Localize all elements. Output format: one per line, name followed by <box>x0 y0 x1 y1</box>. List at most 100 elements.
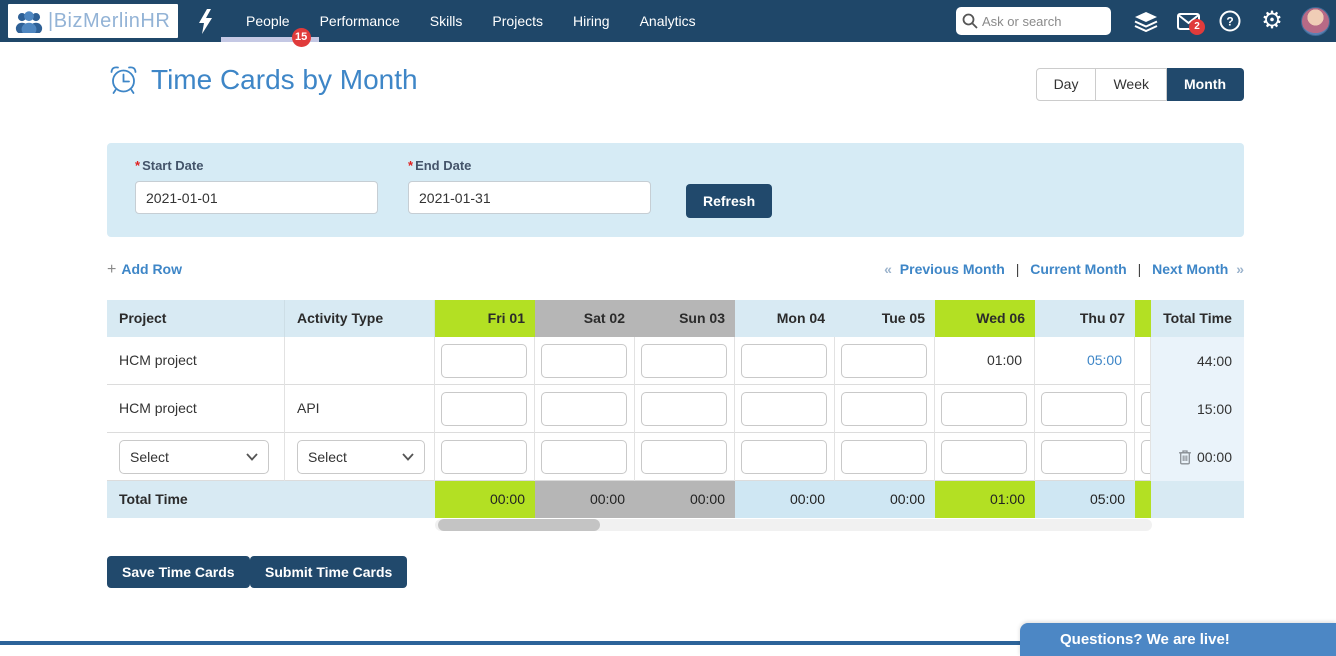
time-entry-input[interactable] <box>841 392 927 426</box>
mail-notification-badge: 2 <box>1189 19 1205 35</box>
time-entry-input[interactable] <box>441 440 527 474</box>
gear-icon[interactable]: ⚙ <box>1261 7 1283 34</box>
help-icon[interactable]: ? <box>1209 0 1251 42</box>
day-cell-sat02 <box>535 433 635 481</box>
column-header-tue05: Tue 05 <box>835 300 935 337</box>
time-entry-input[interactable] <box>641 440 727 474</box>
scrollbar-thumb[interactable] <box>438 519 600 531</box>
time-entry-input[interactable] <box>1141 440 1150 474</box>
day-cell-fri01 <box>435 385 535 433</box>
day-cell-tue05 <box>835 337 935 385</box>
time-entry-input[interactable] <box>541 392 627 426</box>
start-date-input[interactable] <box>135 181 378 214</box>
footer-divider <box>0 641 1336 645</box>
time-entry-input[interactable] <box>641 392 727 426</box>
column-header-thu07: Thu 07 <box>1035 300 1135 337</box>
search-input[interactable] <box>982 13 1100 29</box>
live-chat-banner[interactable]: Questions? We are live! <box>1020 623 1336 656</box>
column-header-mon04: Mon 04 <box>735 300 835 337</box>
column-header-wed06: Wed 06 <box>935 300 1035 337</box>
mail-icon[interactable]: 2 <box>1167 0 1209 42</box>
trash-icon[interactable] <box>1178 449 1192 465</box>
time-entry-input[interactable] <box>741 440 827 474</box>
time-entry-input[interactable] <box>941 440 1027 474</box>
chevron-down-icon <box>246 453 258 461</box>
day-cell-sun03 <box>635 385 735 433</box>
total-row-label: Total Time <box>107 481 435 518</box>
day-cell-mon04 <box>735 385 835 433</box>
submit-time-cards-button[interactable]: Submit Time Cards <box>250 556 408 588</box>
add-row-link[interactable]: + Add Row <box>107 261 182 278</box>
month-navigation: « Previous Month | Current Month | Next … <box>884 261 1244 277</box>
column-header-fri01: Fri 01 <box>435 300 535 337</box>
required-marker: * <box>135 158 141 173</box>
separator: | <box>1015 261 1020 277</box>
time-entry-input[interactable] <box>541 440 627 474</box>
nav-item-analytics[interactable]: Analytics <box>625 0 711 42</box>
time-entry-input[interactable] <box>1041 392 1127 426</box>
activity-type-cell: API <box>285 385 435 433</box>
day-cell-mon04 <box>735 433 835 481</box>
time-entry-input[interactable] <box>741 344 827 378</box>
search-box[interactable] <box>956 7 1111 35</box>
day-cell-tue05 <box>835 385 935 433</box>
total-thu07: 05:00 <box>1089 491 1125 507</box>
nav-item-performance[interactable]: Performance <box>305 0 415 42</box>
nav-item-skills[interactable]: Skills <box>415 0 478 42</box>
time-entry-input[interactable] <box>541 344 627 378</box>
view-month-button[interactable]: Month <box>1167 68 1244 101</box>
lightning-icon[interactable] <box>198 8 213 34</box>
nav-item-projects[interactable]: Projects <box>477 0 558 42</box>
day-cell-partial <box>1135 433 1151 481</box>
next-month-link[interactable]: Next Month <box>1152 261 1229 277</box>
total-fri01: 00:00 <box>435 481 535 518</box>
start-date-field: * Start Date <box>135 158 378 214</box>
time-entry-link[interactable]: 05:00 <box>1086 352 1122 368</box>
project-select[interactable]: Select <box>119 440 269 474</box>
chat-banner-label: Questions? We are live! <box>1060 631 1230 648</box>
day-cell-wed06 <box>935 433 1035 481</box>
column-header-total-time: Total Time <box>1151 300 1244 337</box>
time-entry-input[interactable] <box>641 344 727 378</box>
nav-item-hiring[interactable]: Hiring <box>558 0 625 42</box>
time-entry-input[interactable] <box>441 344 527 378</box>
required-marker: * <box>408 158 414 173</box>
activity-type-cell: Select <box>285 433 435 481</box>
navbar-icons: 2 ? ⚙ <box>1125 0 1330 42</box>
user-avatar[interactable] <box>1301 6 1330 36</box>
app-logo[interactable]: |BizMerlinHR <box>8 4 178 38</box>
activity-type-select[interactable]: Select <box>297 440 425 474</box>
time-entry-input[interactable] <box>941 392 1027 426</box>
time-entry-input[interactable] <box>1141 392 1150 426</box>
current-month-link[interactable]: Current Month <box>1030 261 1127 277</box>
layers-icon[interactable] <box>1125 0 1167 42</box>
column-header-project: Project <box>107 300 285 337</box>
column-header-sat02: Sat 02 <box>535 300 635 337</box>
page-title: Time Cards by Month <box>151 63 418 95</box>
end-date-input[interactable] <box>408 181 651 214</box>
time-entry-input[interactable] <box>841 440 927 474</box>
activity-type-cell <box>285 337 435 385</box>
svg-text:?: ? <box>1226 15 1233 29</box>
nav-item-people[interactable]: People 15 <box>221 0 319 47</box>
alarm-clock-icon <box>107 63 140 96</box>
save-time-cards-button[interactable]: Save Time Cards <box>107 556 250 588</box>
active-tab-indicator <box>221 37 319 42</box>
time-entry-input[interactable] <box>841 344 927 378</box>
previous-month-link[interactable]: Previous Month <box>899 261 1005 277</box>
time-entry-input[interactable] <box>741 392 827 426</box>
plus-icon: + <box>107 261 117 278</box>
refresh-button[interactable]: Refresh <box>686 184 773 218</box>
table-row: HCM project 01:00 05:00 44:00 <box>107 337 1244 385</box>
time-entry-input[interactable] <box>1041 440 1127 474</box>
column-header-sun03: Sun 03 <box>635 300 735 337</box>
time-entry-input[interactable] <box>441 392 527 426</box>
project-cell: HCM project <box>107 385 285 433</box>
view-day-button[interactable]: Day <box>1035 68 1097 101</box>
day-cell-tue05 <box>835 433 935 481</box>
project-cell: Select <box>107 433 285 481</box>
filter-panel: *Start Date *End Date Refresh <box>107 143 1244 237</box>
view-week-button[interactable]: Week <box>1096 68 1168 101</box>
people-notification-badge: 15 <box>291 28 311 47</box>
horizontal-scrollbar[interactable] <box>435 519 1152 531</box>
